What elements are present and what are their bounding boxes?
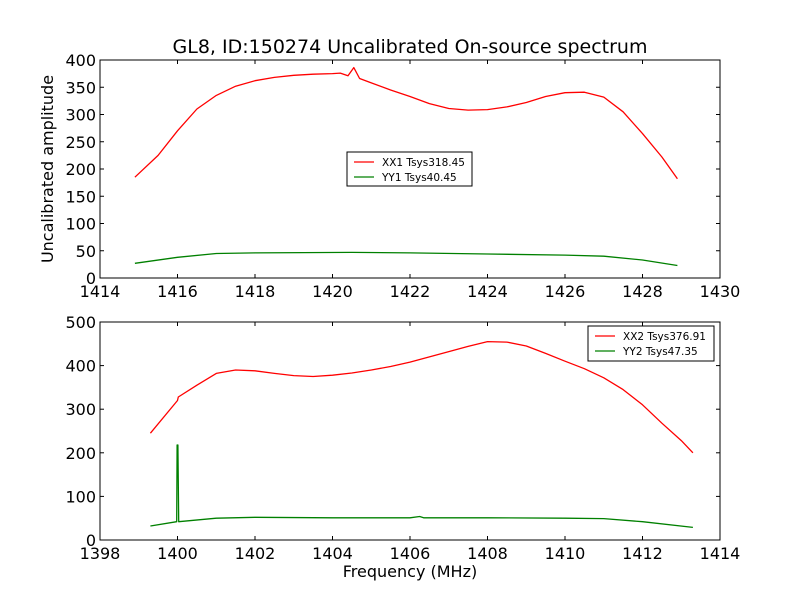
top-y-tick-label: 0 <box>86 269 96 288</box>
bottom-series-line-xx <box>149 340 694 454</box>
bottom-subplot: 1398 1400 1402 1404 1406 1408 1410 1412 1414 0 100… <box>65 313 740 581</box>
top-y-tick-label: 200 <box>65 160 96 179</box>
bottom-x-tick-label: 1412 <box>622 544 663 563</box>
bottom-legend-yy2-label: YY2 Tsys47.35 <box>622 346 698 358</box>
top-legend-xx1-label: XX1 Tsys318.45 <box>382 157 465 169</box>
top-y-tick-label: 100 <box>65 215 96 234</box>
top-legend-yy1-label: YY1 Tsys40.45 <box>381 172 457 184</box>
top-x-tick-label: 1416 <box>157 282 198 301</box>
bottom-y-tick-label: 300 <box>65 400 96 419</box>
bottom-x-tick-label: 1402 <box>235 544 276 563</box>
bottom-legend-box <box>587 325 715 362</box>
chart-title: GL8, ID:150274 Uncalibrated On-source sp… <box>173 36 648 58</box>
bottom-x-tick-label: 1406 <box>390 544 431 563</box>
top-ticks: 1414 1416 1418 1420 1422 1424 1426 1428 1430 0 50 1… <box>65 51 740 301</box>
top-legend: XX1 Tsys318.45 YY1 Tsys40.45 <box>346 151 473 187</box>
top-y-tick-label: 350 <box>65 78 96 97</box>
top-x-tick-label: 1424 <box>467 282 508 301</box>
bottom-ticks: 1398 1400 1402 1404 1406 1408 1410 1412 1414 0 100… <box>65 313 740 563</box>
top-x-tick-label: 1414 <box>80 282 121 301</box>
top-series-line-yy <box>134 251 678 267</box>
top-y-axis-label: Uncalibrated amplitude <box>38 75 57 263</box>
top-y-tick-label: 250 <box>65 133 96 152</box>
top-x-tick-label: 1430 <box>700 282 741 301</box>
bottom-axes-frame <box>99 321 721 541</box>
top-legend-box <box>346 151 473 187</box>
bottom-x-tick-label: 1414 <box>700 544 741 563</box>
bottom-y-tick-label: 400 <box>65 357 96 376</box>
bottom-x-tick-label: 1404 <box>312 544 353 563</box>
bottom-x-tick-label: 1398 <box>80 544 121 563</box>
top-x-tick-label: 1426 <box>545 282 586 301</box>
top-y-tick-label: 50 <box>76 242 96 261</box>
bottom-x-tick-label: 1400 <box>157 544 198 563</box>
bottom-x-tick-label: 1408 <box>467 544 508 563</box>
bottom-series-line-yy <box>150 444 693 529</box>
top-x-tick-label: 1420 <box>312 282 353 301</box>
top-y-tick-label: 300 <box>65 106 96 125</box>
bottom-y-tick-label: 200 <box>65 444 96 463</box>
bottom-series-lines <box>149 340 694 529</box>
bottom-y-tick-label: 0 <box>86 531 96 550</box>
top-y-tick-label: 150 <box>65 187 96 206</box>
bottom-y-tick-label: 500 <box>65 313 96 332</box>
top-x-tick-label: 1428 <box>622 282 663 301</box>
bottom-x-axis-label: Frequency (MHz) <box>343 562 477 581</box>
top-y-tick-label: 400 <box>65 51 96 70</box>
bottom-y-tick-label: 100 <box>65 487 96 506</box>
top-series-lines <box>134 66 678 267</box>
top-subplot: 1414 1416 1418 1420 1422 1424 1426 1428 1430 0 50 1… <box>38 51 740 301</box>
bottom-legend-xx2-label: XX2 Tsys376.91 <box>623 331 706 343</box>
top-x-tick-label: 1422 <box>390 282 431 301</box>
bottom-x-tick-label: 1410 <box>545 544 586 563</box>
top-axes-frame <box>99 59 721 279</box>
bottom-legend: XX2 Tsys376.91 YY2 Tsys47.35 <box>587 325 715 362</box>
top-series-line-xx <box>134 66 678 180</box>
top-x-tick-label: 1418 <box>235 282 276 301</box>
